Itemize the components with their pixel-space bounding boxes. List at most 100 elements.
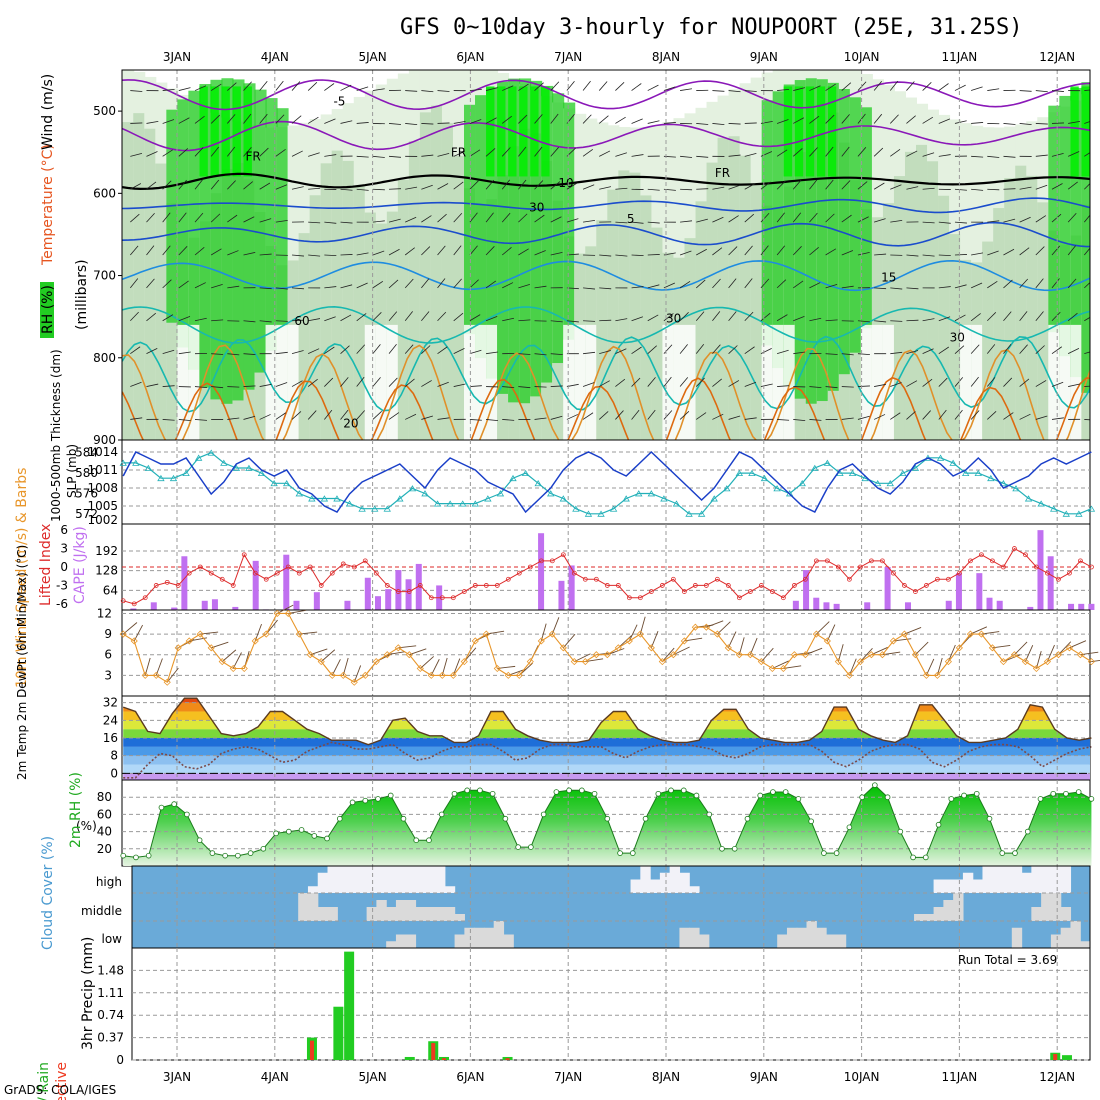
rh-point: [935, 821, 942, 828]
thickness-point: [635, 490, 643, 497]
upper-wind-barb: [1019, 216, 1031, 223]
thickness-point: [672, 500, 681, 507]
wind-barb: [1014, 641, 1028, 656]
upper-wind-barb: [534, 417, 547, 420]
rh-band-high: [254, 89, 267, 373]
rh-point: [349, 799, 356, 806]
wind-barb: [409, 648, 427, 656]
thickness-point: [660, 495, 668, 502]
upper-wind-barb: [922, 254, 935, 257]
upper-wind-barb: [227, 285, 240, 289]
rh-point: [744, 815, 751, 822]
cloud-high-block: [327, 866, 338, 893]
thickness-point: [383, 505, 391, 512]
wind-speed-point: [504, 671, 512, 679]
wind-speed-point: [383, 651, 391, 659]
dry-plume: [882, 324, 895, 440]
upper-wind-barb: [583, 287, 596, 290]
lifted-index-point: [901, 583, 907, 588]
upper-wind-barb: [1003, 155, 1016, 158]
rh-point: [273, 830, 279, 837]
wind-speed-point: [1087, 658, 1095, 666]
cloud-high-block: [689, 886, 700, 893]
rh-band-peak: [805, 86, 815, 177]
upper-wind-barb: [372, 377, 381, 387]
thickness-point: [723, 485, 731, 492]
upper-wind-barb: [356, 313, 367, 322]
wind-speed-point: [592, 651, 600, 659]
thickness-point: [182, 469, 190, 476]
contour-label: 10: [558, 176, 573, 190]
rh-band-mid: [133, 113, 146, 440]
thickness-point: [396, 495, 404, 502]
upper-wind-barb: [857, 147, 867, 157]
lifted-index-point: [362, 558, 368, 564]
upper-wind-barb: [890, 351, 903, 355]
upper-wind-barb: [728, 154, 741, 157]
upper-wind-barb: [1035, 311, 1044, 322]
cloud-high-block: [444, 886, 456, 893]
dry-plume: [585, 324, 598, 440]
upper-wind-barb: [938, 377, 948, 387]
upper-wind-barb: [760, 181, 771, 190]
cloud-row-label: low: [102, 932, 123, 946]
rh-point: [222, 852, 228, 859]
upper-wind-barb: [599, 319, 612, 322]
upper-wind-barb: [485, 87, 498, 91]
dry-plume: [364, 324, 377, 440]
wind-speed-point: [889, 637, 897, 645]
upper-wind-barb: [1051, 152, 1064, 157]
wind-barb: [1047, 644, 1055, 662]
dry-plume: [971, 324, 984, 440]
cloud-low-block: [816, 927, 827, 948]
thickness-point: [509, 474, 517, 482]
upper-wind-barb: [243, 81, 252, 91]
upper-wind-barb: [1067, 212, 1077, 223]
lifted-index-point: [340, 561, 346, 567]
upper-wind-barb: [340, 345, 350, 354]
isotherm: [122, 120, 1090, 152]
lifted-index-point: [560, 552, 566, 558]
upper-wind-barb: [971, 155, 984, 158]
upper-wind-barb: [582, 114, 592, 124]
rh-unit: (%): [76, 819, 97, 833]
upper-wind-barb: [922, 152, 935, 157]
lifted-index-point: [604, 583, 610, 588]
wind-speed-point: [1076, 651, 1084, 659]
rh-band-mid: [1026, 175, 1039, 440]
cape-axis-label: CAPE (J/kg): [72, 526, 88, 604]
upper-wind-barb: [340, 221, 353, 224]
lifted-index-point: [912, 589, 918, 594]
rh-band-mid: [607, 189, 620, 440]
rh-point: [426, 837, 432, 843]
lifted-index-point: [637, 595, 643, 601]
upper-wind-barb: [906, 150, 918, 157]
precip-legend-total: Total / Rain: [36, 1062, 52, 1100]
wind-barb: [551, 617, 560, 635]
rh-point: [821, 850, 827, 856]
wind-speed-point: [977, 630, 985, 638]
wind-speed-point: [768, 664, 776, 673]
cape-bar: [293, 600, 300, 610]
lifted-index-line: [123, 547, 1092, 605]
wind-barb: [805, 647, 823, 656]
wind-speed-point: [911, 651, 919, 659]
upper-wind-barb: [550, 181, 561, 190]
upper-wind-barb: [210, 179, 220, 190]
upper-wind-barb: [631, 154, 644, 157]
cape-bar: [945, 600, 952, 610]
upper-wind-barb: [210, 83, 222, 91]
cape-bar: [986, 597, 993, 610]
upper-wind-barb: [291, 350, 304, 355]
upper-wind-barb: [776, 349, 789, 355]
cape-bar: [1037, 530, 1044, 610]
cloud-middle-block: [1041, 893, 1052, 921]
cloud-high-block: [1050, 866, 1062, 893]
upper-wind-barb: [679, 312, 689, 322]
upper-wind-barb: [760, 348, 772, 355]
cape-bar: [130, 608, 137, 610]
upper-wind-barb: [841, 386, 854, 388]
upper-wind-barb: [599, 186, 612, 190]
wind-speed-point: [1021, 658, 1029, 666]
upper-wind-barb: [259, 218, 272, 223]
